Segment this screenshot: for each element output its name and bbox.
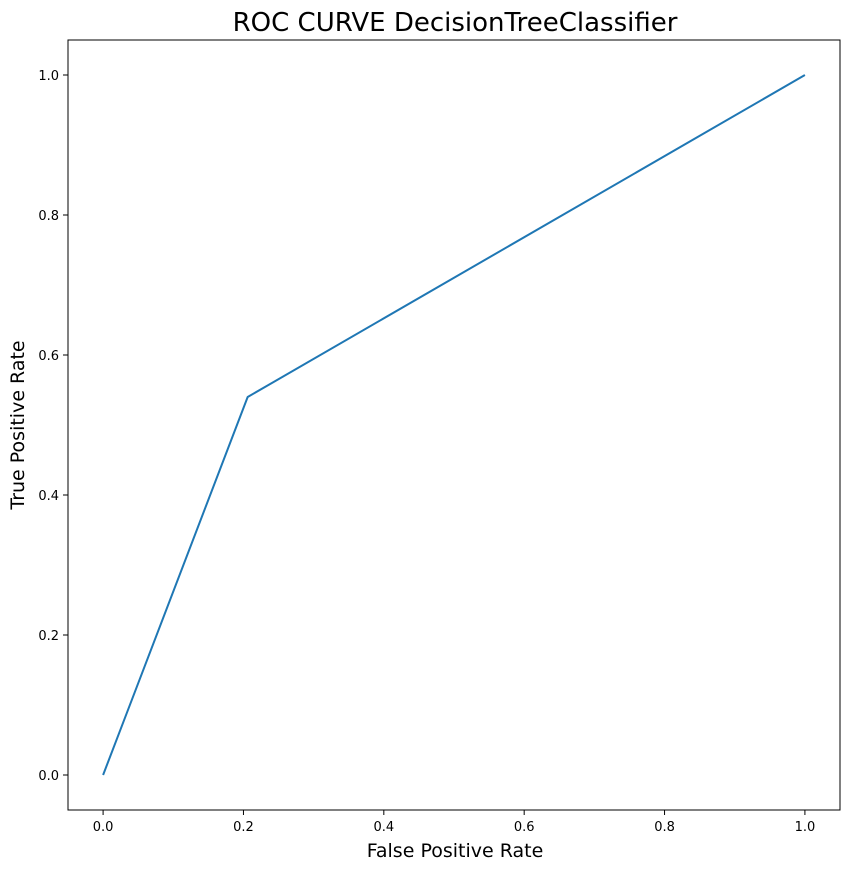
y-tick-label: 1.0: [38, 69, 59, 84]
x-axis-ticks: 0.0 0.2 0.4 0.6 0.8 1.0: [93, 810, 816, 835]
y-tick-label: 0.4: [38, 489, 59, 504]
plot-area: [102, 74, 806, 776]
plot-frame: [67, 39, 841, 811]
x-tick-label: 1.0: [795, 820, 816, 835]
roc-curve-line-0: [102, 74, 806, 776]
chart-title: ROC CURVE DecisionTreeClassifier: [233, 8, 678, 38]
y-axis-label: True Positive Rate: [7, 340, 29, 510]
y-tick-label: 0.2: [38, 629, 59, 644]
x-tick-label: 0.8: [654, 820, 675, 835]
x-tick-label: 0.2: [233, 820, 254, 835]
y-axis-ticks: 0.0 0.2 0.4 0.6 0.8 1.0: [38, 69, 68, 784]
x-tick-label: 0.6: [514, 820, 535, 835]
x-tick-label: 0.4: [373, 820, 394, 835]
y-tick-label: 0.8: [38, 209, 59, 224]
y-tick-label: 0.6: [38, 349, 59, 364]
x-tick-label: 0.0: [93, 820, 114, 835]
y-tick-label: 0.0: [38, 769, 59, 784]
x-axis-label: False Positive Rate: [367, 840, 544, 862]
